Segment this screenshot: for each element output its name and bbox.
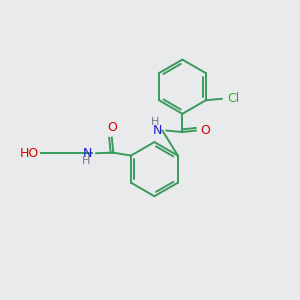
- Text: HO: HO: [19, 147, 38, 160]
- Text: N: N: [83, 147, 92, 160]
- Text: O: O: [200, 124, 210, 137]
- Text: H: H: [151, 117, 159, 127]
- Text: Cl: Cl: [227, 92, 239, 105]
- Text: H: H: [82, 157, 91, 166]
- Text: N: N: [153, 124, 162, 137]
- Text: O: O: [107, 121, 117, 134]
